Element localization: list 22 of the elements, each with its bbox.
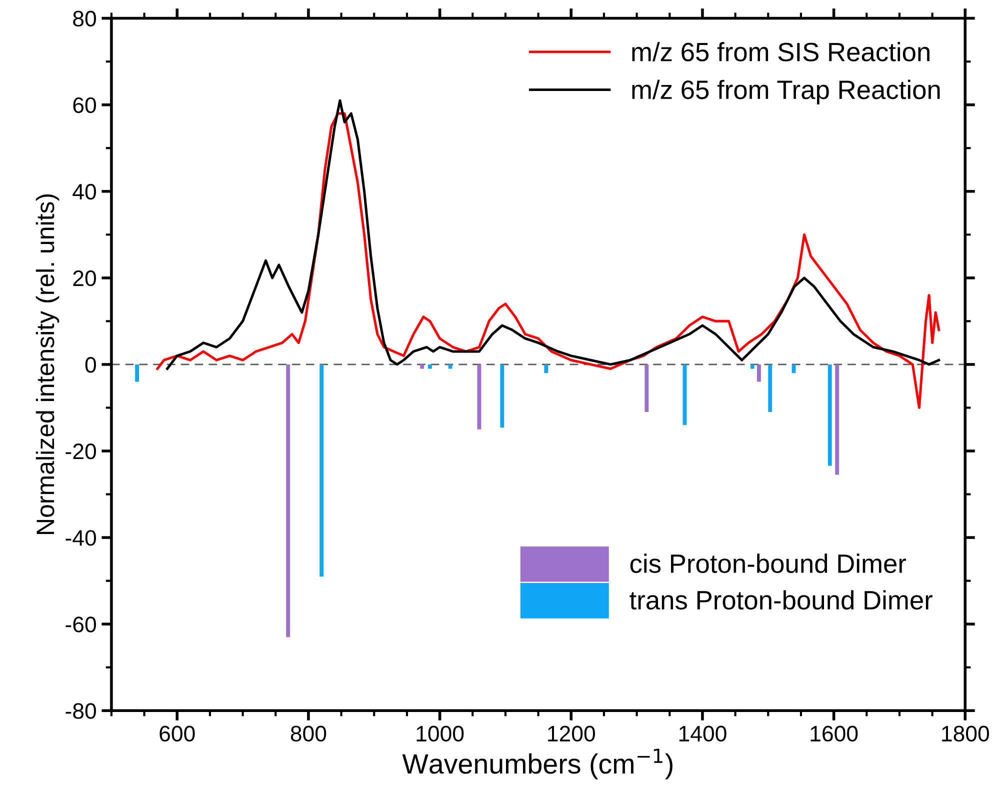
- y-tick-label: 0: [85, 356, 96, 373]
- x-tick-label: 1200: [548, 726, 595, 742]
- y-tick-label: -40: [66, 530, 96, 546]
- x-tick-label: 1800: [942, 726, 989, 742]
- y-tick-label: 80: [73, 10, 96, 27]
- y-tick-label: -80: [66, 703, 96, 719]
- legend-label: m/z 65 from Trap Reaction: [632, 80, 940, 104]
- y-tick-label: -20: [66, 444, 96, 460]
- y-tick-label: -60: [66, 616, 96, 632]
- x-tick-label: 1000: [416, 726, 464, 742]
- x-tick-label: 1600: [810, 726, 858, 742]
- legend-label: trans Proton-bound Dimer: [630, 590, 932, 610]
- x-tick-label: 600: [160, 726, 195, 742]
- x-axis-title: Wavenumbers (cm$^{−1}$): [402, 748, 672, 780]
- x-tick-label: 1400: [679, 726, 726, 742]
- legend-label: cis Proton-bound Dimer: [630, 554, 906, 574]
- x-tick-label: 800: [290, 726, 326, 742]
- y-tick-label: 40: [72, 184, 96, 200]
- y-tick-label: 20: [73, 270, 96, 286]
- y-axis-title: Normalized intensity (rel. units): [36, 194, 60, 534]
- legend-label: m/z 65 from SIS Reaction: [632, 42, 930, 62]
- y-tick-label: 60: [73, 97, 96, 114]
